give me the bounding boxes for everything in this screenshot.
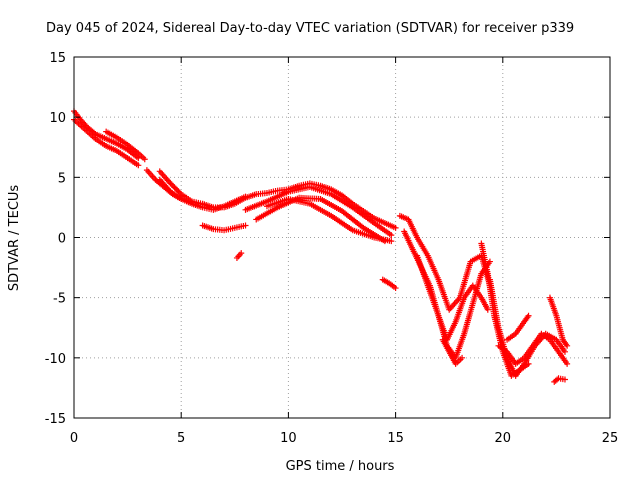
y-tick-label: 10 — [49, 111, 66, 126]
data-point — [242, 222, 249, 229]
series-track-p — [439, 336, 466, 367]
y-axis-title: SDTVAR / TECUs — [7, 185, 22, 292]
x-tick-label: 20 — [495, 431, 512, 446]
x-tick-label: 10 — [280, 431, 297, 446]
y-tick-label: -15 — [45, 412, 66, 427]
data-point — [564, 342, 571, 349]
series-track-u — [546, 294, 571, 349]
x-axis-title: GPS time / hours — [286, 459, 395, 474]
data-point — [388, 232, 395, 239]
data-point — [561, 348, 568, 355]
data-point — [172, 185, 179, 192]
series-track-s — [495, 330, 571, 367]
data-point — [564, 360, 571, 367]
grid — [74, 57, 610, 418]
series-track-a — [71, 108, 142, 162]
x-tick-label: 25 — [602, 431, 619, 446]
series-track-g — [242, 183, 395, 239]
data-point — [168, 181, 175, 188]
y-tick-label: 5 — [58, 171, 66, 186]
data-point — [388, 238, 395, 245]
data-points — [71, 108, 571, 385]
series-track-l — [379, 276, 399, 292]
data-point — [174, 187, 181, 194]
data-point — [178, 195, 185, 202]
data-point — [135, 162, 142, 169]
series-track-h — [253, 194, 388, 245]
series-track-v — [551, 375, 568, 385]
series-track-k — [233, 250, 245, 261]
y-tick-label: -5 — [53, 292, 66, 307]
x-axis: 0 5 10 15 20 25 — [70, 57, 618, 446]
y-tick-label: -10 — [45, 352, 66, 367]
data-point — [167, 180, 174, 187]
data-point — [561, 376, 568, 383]
series-track-b — [71, 116, 142, 169]
series-track-f — [143, 167, 185, 202]
data-point — [392, 285, 399, 292]
data-point — [242, 193, 249, 200]
y-tick-label: 15 — [49, 51, 66, 66]
data-point — [141, 156, 148, 163]
x-tick-label: 5 — [177, 431, 185, 446]
data-point — [392, 224, 399, 231]
data-point — [484, 306, 491, 313]
data-point — [170, 183, 177, 190]
data-point — [525, 312, 532, 319]
series-track-i — [263, 195, 395, 245]
x-tick-label: 15 — [387, 431, 404, 446]
data-point — [175, 188, 182, 195]
data-point — [459, 354, 466, 361]
x-tick-label: 0 — [70, 431, 78, 446]
data-point — [238, 250, 245, 257]
series-track-c — [103, 128, 148, 163]
y-axis: -15 -10 -5 0 5 10 15 — [45, 51, 610, 427]
y-tick-label: 0 — [58, 232, 66, 247]
chart-title: Day 045 of 2024, Sidereal Day-to-day VTE… — [46, 21, 574, 36]
data-point — [171, 184, 178, 191]
series-track-j — [199, 222, 249, 234]
series-track-t — [504, 312, 532, 343]
